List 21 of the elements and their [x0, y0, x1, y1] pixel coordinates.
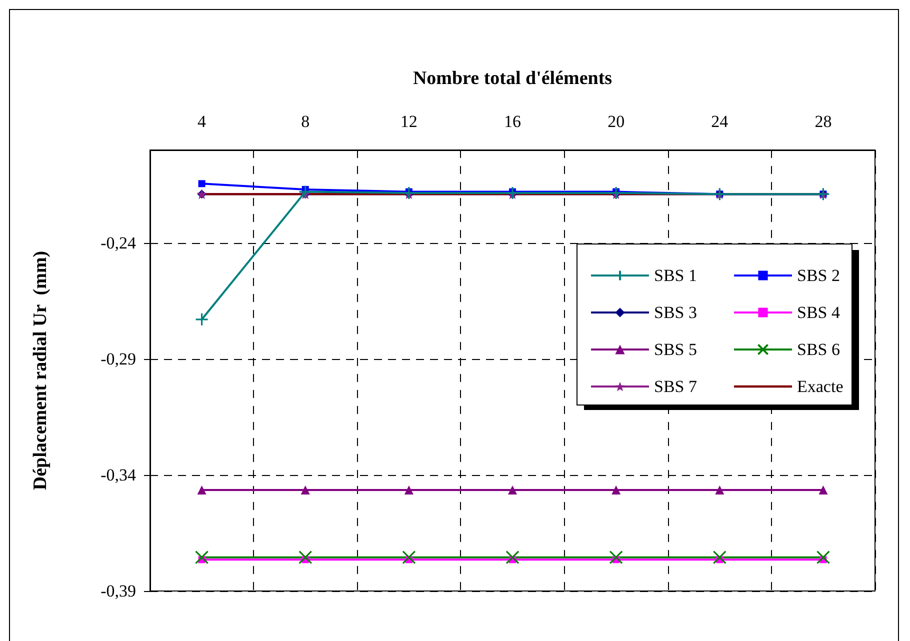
x-tick-label: 8 — [301, 112, 310, 131]
legend-label: SBS 6 — [797, 340, 840, 359]
x-tick-label: 28 — [814, 112, 832, 131]
legend-label: SBS 4 — [797, 303, 840, 322]
legend-label: SBS 1 — [654, 266, 697, 285]
y-axis-title: Déplacement radial Ur (mm) — [30, 250, 51, 490]
y-tick-label: -0,29 — [100, 349, 136, 368]
x-tick-label: 12 — [400, 112, 418, 131]
legend-label: SBS 3 — [654, 303, 697, 322]
y-tick-label: -0,34 — [100, 465, 136, 484]
x-tick-label: 16 — [504, 112, 521, 131]
legend-label: SBS 7 — [654, 377, 698, 396]
legend-label: SBS 5 — [654, 340, 697, 359]
y-tick-label: -0,24 — [100, 233, 136, 252]
legend-label: Exacte — [797, 377, 844, 396]
x-tick-label: 24 — [711, 112, 729, 131]
x-axis-title: Nombre total d'éléments — [412, 68, 612, 89]
y-tick-label: -0,39 — [100, 582, 136, 600]
x-tick-label: 4 — [198, 112, 207, 131]
legend-label: SBS 2 — [797, 266, 840, 285]
x-tick-label: 20 — [608, 112, 625, 131]
